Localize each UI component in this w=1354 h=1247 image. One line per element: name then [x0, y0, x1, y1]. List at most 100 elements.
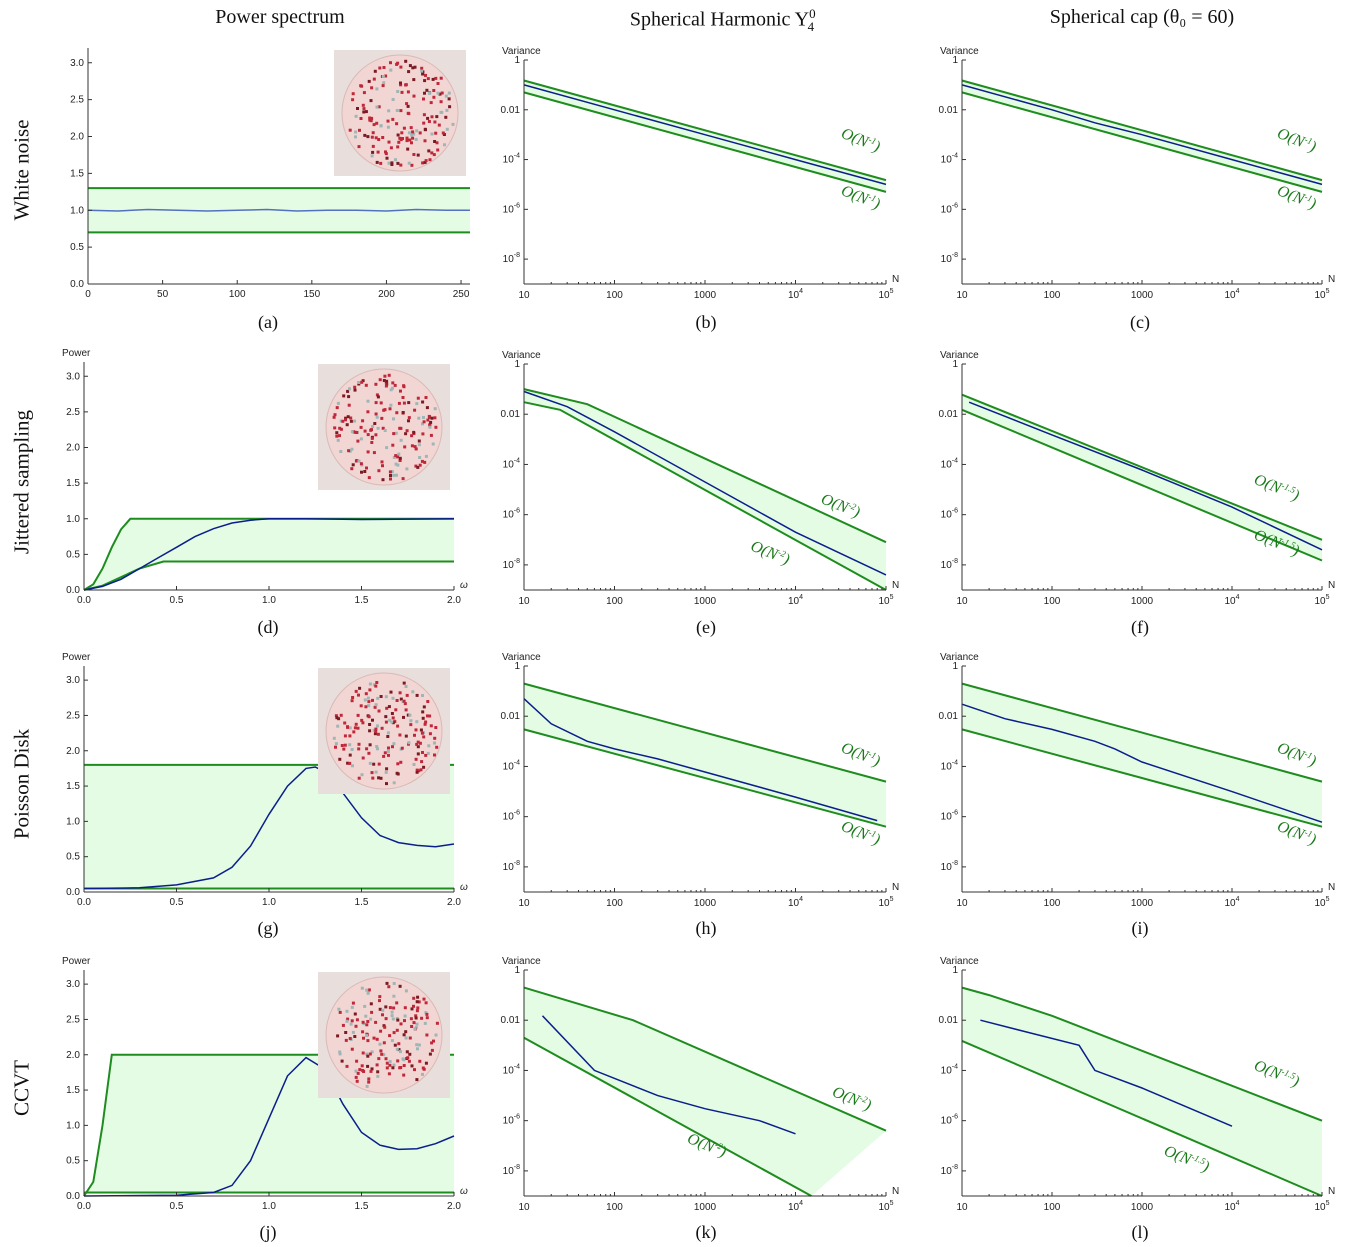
x-tick-label: 0: [85, 289, 91, 300]
sample-point: [423, 1021, 427, 1025]
y-tick-label: 1: [952, 661, 958, 672]
sample-point: [341, 419, 345, 423]
sample-point: [424, 1001, 428, 1005]
sample-point: [404, 1036, 408, 1040]
x-tick-label: 2.0: [447, 595, 461, 606]
sample-point: [373, 422, 377, 425]
x-tick-label: 1.5: [355, 897, 369, 908]
sample-point: [399, 697, 403, 701]
sample-point: [378, 1042, 382, 1046]
band-upper-line: [961, 682, 1323, 783]
sample-point: [409, 723, 413, 727]
x-tick-label: 10: [518, 898, 530, 909]
y-tick-label: 1: [952, 359, 958, 370]
y-tick-label: 0.01: [939, 409, 959, 420]
sample-point: [368, 116, 372, 120]
sample-point: [422, 1067, 426, 1071]
sample-point: [407, 161, 411, 165]
sample-point: [420, 69, 424, 73]
y-tick-label: 10-6: [503, 810, 520, 823]
sample-point: [429, 101, 433, 105]
sample-point: [394, 454, 398, 458]
sample-point: [397, 401, 401, 405]
x-tick-label: 10: [956, 898, 968, 909]
sample-point: [338, 434, 341, 438]
sample-point: [359, 425, 363, 429]
sample-point: [413, 445, 417, 449]
sample-point: [376, 724, 379, 728]
sample-point: [435, 1021, 439, 1025]
sample-point: [360, 380, 364, 384]
series-line-0: [83, 766, 455, 890]
sample-point: [425, 1016, 429, 1020]
sample-point: [416, 396, 420, 400]
sample-point: [394, 158, 397, 162]
sample-point: [425, 1012, 429, 1016]
sample-point: [390, 161, 394, 165]
sample-point: [428, 158, 432, 162]
sphere-image: [325, 672, 443, 790]
y-tick-label: 10-4: [503, 1063, 520, 1076]
sample-point: [408, 713, 412, 717]
sample-point: [375, 681, 379, 684]
sample-point: [350, 467, 354, 471]
sample-point: [359, 437, 363, 441]
order-label-text: O(N-1): [839, 124, 883, 156]
column-title-power-spectrum: Power spectrum: [215, 6, 345, 28]
sample-point: [344, 418, 347, 422]
chart-panel-l: 10 100 1000 104 105 1 0.01 10-4 10-6 10-8 Variance…: [939, 956, 1336, 1213]
sample-point: [430, 132, 434, 136]
sample-point: [407, 131, 411, 135]
sample-point: [363, 698, 367, 702]
sample-point: [397, 1048, 401, 1052]
sample-point: [343, 721, 347, 725]
sample-point: [406, 104, 410, 108]
sample-point: [382, 1024, 386, 1028]
column-title-spherical-cap: Spherical cap (θ₀ = 60): [1049, 6, 1235, 28]
sample-point: [351, 1001, 355, 1005]
sample-point: [412, 430, 416, 434]
sample-point: [350, 748, 354, 751]
sample-point: [367, 700, 371, 704]
sample-point: [414, 1016, 418, 1020]
sample-point: [355, 431, 359, 434]
sample-point: [384, 770, 388, 774]
sample-point: [350, 447, 354, 451]
sample-point: [350, 1019, 354, 1023]
sample-point: [372, 123, 376, 127]
x-tick-label: 2.0: [447, 897, 461, 908]
sample-point: [361, 1069, 365, 1072]
sample-point: [382, 81, 386, 85]
sample-point: [369, 1069, 373, 1073]
sample-point: [445, 127, 449, 131]
sample-point: [399, 163, 403, 167]
sample-point: [399, 109, 403, 113]
sample-point: [390, 712, 394, 715]
y-tick-label: 0.5: [66, 1156, 80, 1167]
x-tick-label: 10: [956, 290, 968, 301]
x-tick-label: 105: [1314, 1200, 1329, 1213]
sample-point: [382, 1041, 386, 1045]
x-axis-label: N: [892, 882, 899, 893]
sample-point: [422, 97, 425, 101]
sample-point: [366, 433, 370, 437]
sample-point: [383, 1025, 387, 1029]
y-tick-label: 0.01: [501, 105, 521, 116]
sample-point: [418, 741, 422, 745]
sample-point: [386, 750, 390, 753]
sample-point: [426, 116, 430, 120]
sample-point: [348, 726, 352, 730]
y-tick-label: 0.01: [501, 409, 521, 420]
sample-point: [335, 716, 339, 720]
sample-point: [367, 1080, 371, 1084]
sample-point: [353, 1012, 357, 1016]
sample-point: [338, 757, 342, 761]
sample-point: [412, 153, 416, 156]
sample-point: [428, 1052, 432, 1056]
band-fill: [962, 683, 1322, 827]
sample-point: [357, 776, 361, 780]
sample-point: [350, 1005, 354, 1009]
sample-point: [377, 762, 381, 766]
row-title-ccvt: CCVT: [9, 1059, 34, 1117]
sample-point: [381, 426, 385, 430]
